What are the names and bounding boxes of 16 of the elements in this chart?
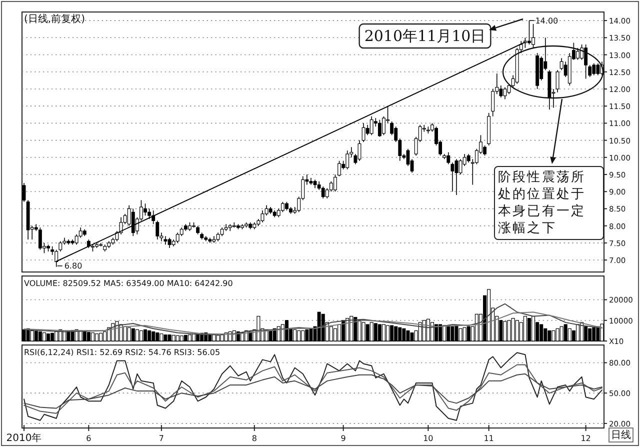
x-tick-label: 12 [580,434,591,443]
x-tick-label: 9 [340,434,346,443]
annotation: 14.00 [535,16,558,26]
x-tick-label: 10 [423,434,434,443]
chart-title: (日线,前复权) [24,13,86,25]
x-tick-label: 7 [158,434,164,443]
chart-title: VOLUME: 82509.52 MA5: 63549.00 MA10: 64242.90 [24,279,233,288]
x-tick-label: 6 [86,434,92,443]
text: 日线 [611,429,631,441]
x-tick-label: 8 [252,434,257,443]
chart-title: RSI(6,12,24) RSI1: 52.69 RSI2: 54.76 RSI3: 56.05 [24,348,220,357]
annotation: 2010年11月10日 [364,27,486,45]
x-tick-label: 2010年 [6,432,42,444]
annotation: 6.80 [64,261,82,270]
annotation: 阶段性震荡所处的位置处于本身已有一定涨幅之下 [494,166,604,240]
x-tick-label: 11 [484,434,494,443]
